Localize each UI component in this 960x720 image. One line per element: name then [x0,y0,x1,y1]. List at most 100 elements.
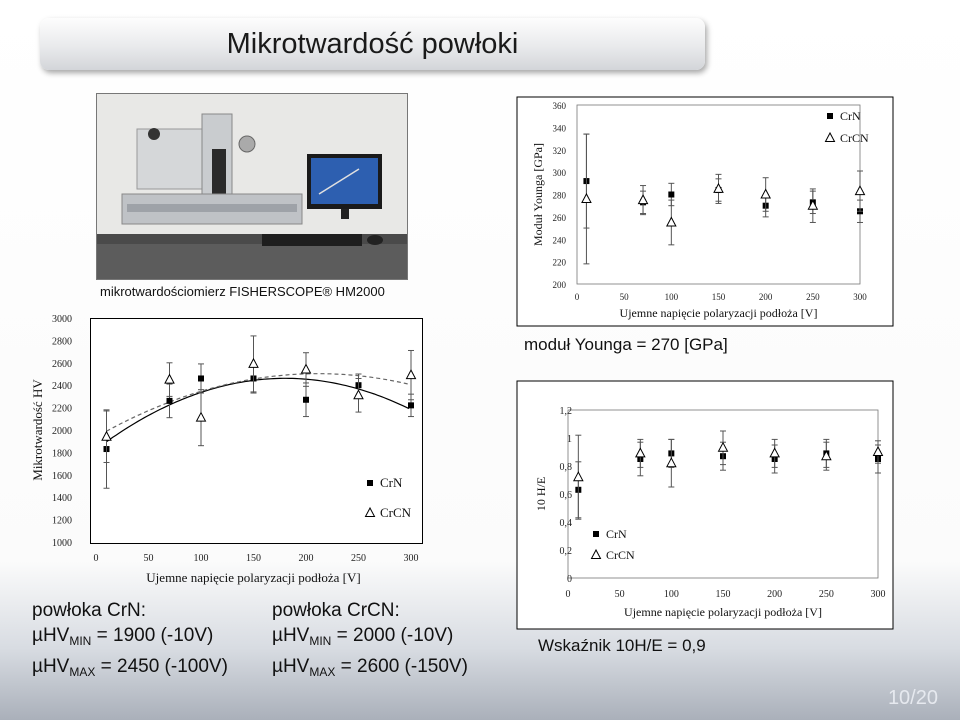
he_ratio-frame [516,380,894,630]
hardness-xtick-label: 50 [144,553,154,564]
young-point-crcn [713,182,724,193]
young-xtick-label: 50 [620,292,630,302]
slide-title: Mikrotwardość powłoki [226,28,519,60]
he_ratio-xtick-label: 50 [615,589,625,600]
crn-max-sub: MAX [69,665,96,679]
young-legend-marker-crcn [824,131,836,142]
he_ratio-xtick-label: 200 [767,589,782,600]
he_ratio-ytick-label: 0,4 [560,518,573,529]
crn-min-sub: MIN [69,634,92,648]
hardness-ytick-label: 2800 [52,336,72,347]
he_ratio-point-crcn [821,450,832,461]
young-legend-label-crcn: CrCN [840,131,869,145]
he_ratio-ytick-label: 0,6 [560,490,573,501]
young-legend-label-crn: CrN [840,109,861,123]
hardness-ytick-label: 2200 [52,404,72,415]
crcn-note-max: µHVMAX = 2600 (-150V) [272,654,468,685]
young-legend-marker-crn [827,113,833,119]
crn-min-value: = 1900 (-10V) [91,625,214,646]
he_ratio-ytick-label: 1,2 [560,406,573,417]
hardness-point-crcn [353,389,364,400]
young-xlabel: Ujemne napięcie polaryzacji podłoża [V] [620,306,818,320]
crcn-max-value: = 2600 (-150V) [335,656,468,677]
he_ratio-plot-area [567,409,879,579]
hardness-legend-label-crcn: CrCN [380,505,412,520]
hardness-legend-marker-crn [367,480,373,486]
hardness-ytick-label: 3000 [52,314,72,325]
crcn-min-sub: MIN [309,634,332,648]
he_ratio-ytick-label: 1 [567,434,572,445]
hardness-point-crcn [300,363,312,374]
he_ratio-xlabel: Ujemne napięcie polaryzacji podłoża [V] [624,605,822,619]
hardness-ytick-label: 2000 [52,426,72,437]
hardness-ytick-label: 1600 [52,471,72,482]
young-ytick-label: 320 [553,146,567,156]
crcn-max-prefix: µHV [272,656,310,677]
instrument-photo [96,93,408,280]
hardness-point-crcn [248,357,259,368]
crcn-min-prefix: µHV [272,625,310,646]
young-ytick-label: 220 [553,258,567,268]
young-point-crcn [760,188,771,199]
hardness-point-crcn [405,369,417,380]
crn-note-min: µHVMIN = 1900 (-10V) [32,623,228,654]
crcn-min-value: = 2000 (-10V) [331,625,454,646]
young-ytick-label: 280 [553,191,567,201]
he_ratio-xtick-label: 250 [819,589,834,600]
hardness-xtick-label: 200 [299,553,314,564]
young-point-crcn [637,194,649,205]
crn-note-max: µHVMAX = 2450 (-100V) [32,654,228,685]
he_ratio-xtick-label: 100 [664,589,679,600]
hardness-point-crcn [164,373,175,384]
hardness-ytick-label: 1000 [52,538,72,549]
young-xtick-label: 100 [665,292,679,302]
photo-caption: mikrotwardościomierz FISHERSCOPE® HM2000 [100,284,385,299]
hardness-ytick-label: 1400 [52,493,72,504]
hardness-point-crcn [195,411,207,422]
crn-max-prefix: µHV [32,656,70,677]
he_ratio-xtick-label: 0 [566,589,571,600]
he_ratio-legend-marker-crn [593,531,599,537]
young-xtick-label: 300 [853,292,867,302]
hardness-point-crn [408,402,414,409]
he_ratio-ytick-label: 0,8 [560,462,573,473]
title-banner [40,18,705,70]
hardness-xtick-label: 250 [351,553,366,564]
young-ytick-label: 300 [553,168,567,178]
young-point-crcn [807,199,819,210]
hardness-point-crn [198,375,204,382]
he_ratio-ytick-label: 0 [567,574,572,585]
page-number: 10/20 [887,687,938,709]
hardness-xtick-label: 100 [194,553,209,564]
he_ratio-point-crcn [872,445,884,456]
he_ratio-legend-label-crn: CrN [606,527,627,541]
he_ratio-ytick-label: 0,2 [560,546,573,557]
hardness-plot-area [90,318,423,544]
young-xtick-label: 0 [575,292,580,302]
hardness-ytick-label: 1800 [52,448,72,459]
hardness-point-crcn [101,430,112,441]
young-ytick-label: 240 [553,235,567,245]
young-ylabel: Moduł Younga [GPa] [531,143,545,246]
crn-min-prefix: µHV [32,625,70,646]
young-point-crn [668,191,675,198]
crcn-note-min: µHVMIN = 2000 (-10V) [272,623,468,654]
hardness-point-crn [166,397,173,404]
hardness-legend-label-crn: CrN [380,475,403,490]
young-ytick-label: 360 [553,101,567,111]
he_ratio-legend-label-crcn: CrCN [606,548,635,562]
crcn-max-sub: MAX [309,665,336,679]
he_ratio-xtick-label: 150 [716,589,731,600]
young-xtick-label: 150 [712,292,726,302]
young-ytick-label: 340 [553,123,567,133]
crn-note-head: powłoka CrN: [32,600,147,621]
crn-max-value: = 2450 (-100V) [95,656,228,677]
he_ratio-point-crcn [769,447,780,458]
hardness-legend-marker-crcn [364,506,376,517]
hardness-point-crn [303,396,309,403]
he_ratio-point-crcn [666,457,677,468]
young-caption: moduł Younga = 270 [GPa] [524,335,728,354]
hardness-ylabel: Mikrotwardość HV [30,379,45,481]
